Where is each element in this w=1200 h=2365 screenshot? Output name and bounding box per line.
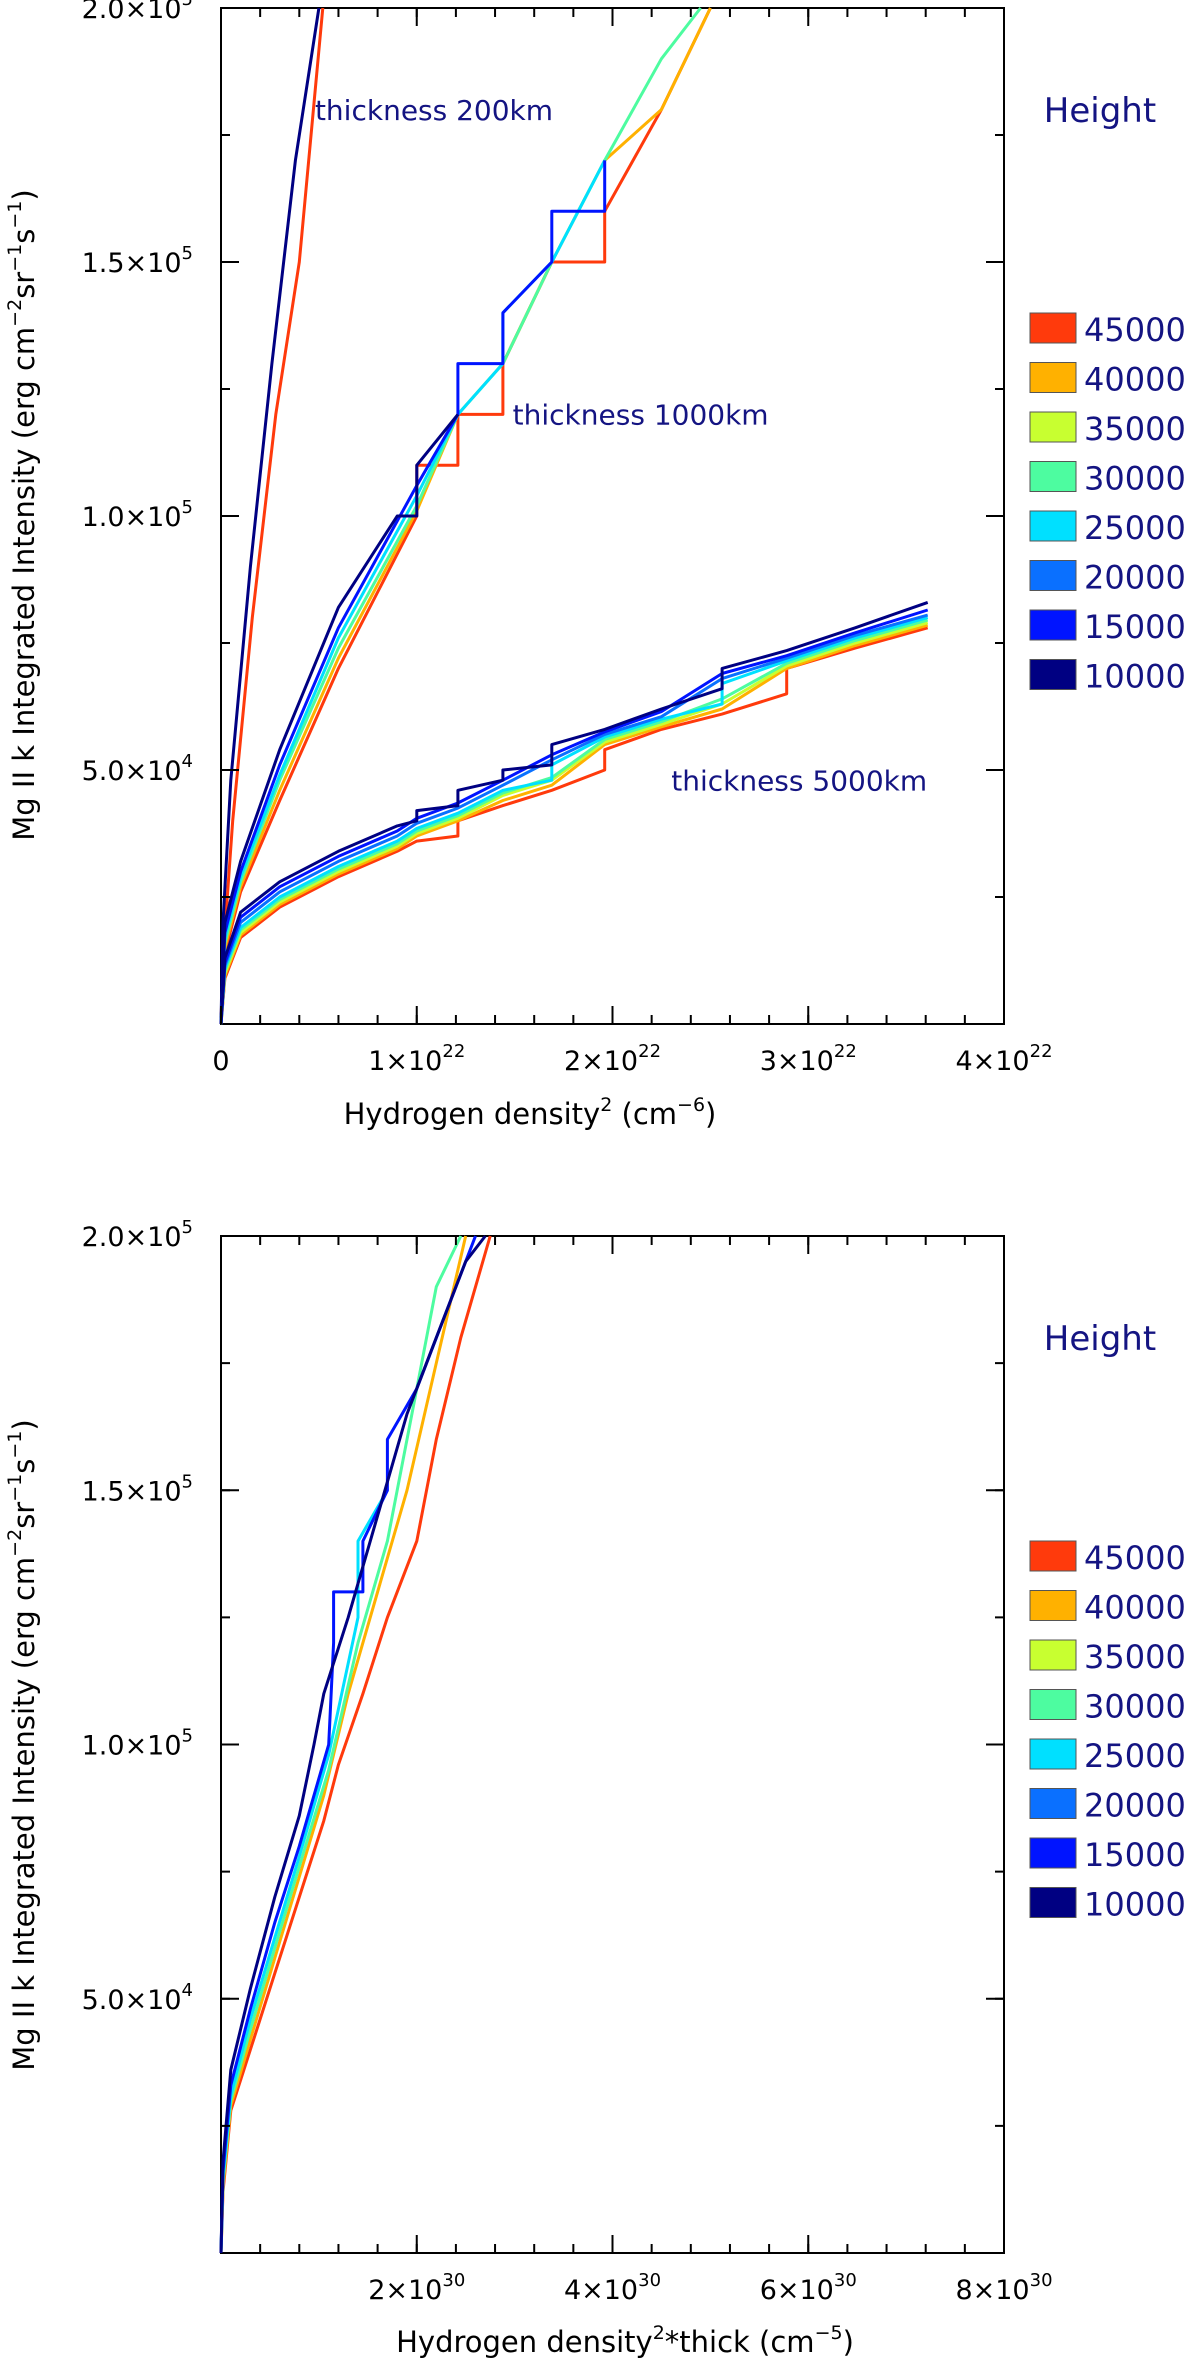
top-annotations: thickness 200km thickness 1000km thickness… — [315, 94, 927, 798]
top-legend-label-40000: 40000 — [1084, 361, 1186, 399]
top-y-tick-label: 5.0×104 — [82, 751, 193, 787]
bottom-legend-label-35000: 35000 — [1084, 1638, 1186, 1676]
top-y-tick-label: 1.0×105 — [82, 497, 193, 533]
top-annotation: thickness 1000km — [513, 399, 769, 432]
top-legend-label-30000: 30000 — [1084, 460, 1186, 498]
bottom-legend-label-25000: 25000 — [1084, 1737, 1186, 1775]
top-y-tick-label: 1.5×105 — [82, 243, 193, 279]
top-series-line-30000-g2 — [219, 618, 929, 1025]
bottom-legend-swatch-40000 — [1029, 1590, 1077, 1621]
top-legend-label-10000: 10000 — [1084, 658, 1186, 696]
top-legend-label-45000: 45000 — [1084, 311, 1186, 349]
bottom-x-tick-label: 8×1030 — [955, 2270, 1052, 2306]
bottom-series-lines — [219, 1235, 492, 2254]
top-legend-label-35000: 35000 — [1084, 410, 1186, 448]
top-legend-label-15000: 15000 — [1084, 608, 1186, 646]
bottom-legend-swatch-30000 — [1029, 1689, 1077, 1720]
bottom-series-line-25000-g0 — [219, 1489, 389, 2254]
top-legend-swatch-40000 — [1029, 362, 1077, 393]
top-series-line-25000-g2 — [219, 616, 929, 1025]
top-series-line-10000-g0 — [219, 7, 321, 1025]
top-legend-label-20000: 20000 — [1084, 559, 1186, 597]
top-series-line-10000-g1 — [219, 413, 460, 1025]
top-legend: Height 45000 40000 35000 30000 25000 20000 150… — [1029, 91, 1186, 696]
top-legend-swatch-30000 — [1029, 461, 1077, 492]
bottom-x-tick-label: 4×1030 — [564, 2270, 661, 2306]
bottom-legend-swatch-25000 — [1029, 1738, 1077, 1770]
top-series-line-40000-g2 — [219, 623, 929, 1025]
top-series-line-30000-g1 — [219, 7, 702, 1025]
top-series-line-10000-g2 — [219, 600, 929, 1025]
bottom-legend-swatch-35000 — [1029, 1639, 1077, 1671]
bottom-x-tick-label: 2×1030 — [368, 2270, 465, 2306]
top-x-tick-label: 4×1022 — [955, 1041, 1052, 1077]
top-axis-ticks: 0 1×1022 2×1022 3×1022 4×1022 5.0×104 1.0×105 1… — [82, 0, 1053, 1077]
top-series-lines — [219, 7, 929, 1025]
bottom-series-line-30000-g0 — [219, 1235, 463, 2254]
top-x-axis-label: Hydrogen density2 (cm−6) — [344, 1094, 717, 1131]
top-series-line-35000-g2 — [219, 621, 929, 1025]
top-annotation: thickness 200km — [315, 94, 553, 127]
top-legend-swatch-25000 — [1029, 510, 1077, 542]
bottom-series-line-10000-g0 — [219, 1235, 487, 2254]
top-x-tick-label: 3×1022 — [760, 1041, 857, 1077]
bottom-y-tick-label: 5.0×104 — [82, 1980, 193, 2016]
top-x-tick-label: 1×1022 — [368, 1041, 465, 1077]
top-legend-title: Height — [1044, 91, 1156, 131]
top-series-line-45000-g2 — [219, 626, 929, 1025]
top-x-tick-label: 2×1022 — [564, 1041, 661, 1077]
top-legend-label-25000: 25000 — [1084, 509, 1186, 547]
bottom-legend-label-15000: 15000 — [1084, 1836, 1186, 1874]
bottom-legend-title: Height — [1044, 1319, 1156, 1359]
bottom-legend-label-45000: 45000 — [1084, 1539, 1186, 1577]
bottom-series-line-15000-g0 — [219, 1235, 477, 2254]
top-y-tick-label: 2.0×105 — [82, 0, 193, 25]
bottom-legend-label-40000: 40000 — [1084, 1589, 1186, 1627]
top-annotation: thickness 5000km — [671, 764, 927, 797]
top-legend-swatch-45000 — [1029, 312, 1077, 344]
bottom-legend-label-20000: 20000 — [1084, 1787, 1186, 1825]
bottom-legend-swatch-10000 — [1029, 1887, 1077, 1918]
top-series-line-15000-g2 — [219, 608, 929, 1025]
top-series-line-20000-g2 — [219, 613, 929, 1025]
top-series-line-15000-g1 — [219, 160, 607, 1025]
top-y-axis-label: Mg II k Integrated Intensity (erg cm−2sr… — [4, 189, 41, 840]
bottom-x-axis-label: Hydrogen density2*thick (cm−5) — [396, 2322, 854, 2359]
bottom-legend-swatch-20000 — [1029, 1788, 1077, 1819]
bottom-y-tick-label: 1.0×105 — [82, 1726, 193, 1762]
bottom-axis-ticks: 2×1030 4×1030 6×1030 8×1030 5.0×104 1.0×105 1.… — [82, 1217, 1053, 2306]
top-legend-swatch-15000 — [1029, 609, 1077, 641]
bottom-legend-label-30000: 30000 — [1084, 1688, 1186, 1726]
bottom-legend-label-10000: 10000 — [1084, 1886, 1186, 1924]
bottom-chart-panel: 2×1030 4×1030 6×1030 8×1030 5.0×104 1.0×105 1.… — [4, 1217, 1186, 2359]
bottom-y-tick-label: 1.5×105 — [82, 1471, 193, 1507]
bottom-plot-frame — [220, 1235, 1005, 2254]
bottom-y-axis-label: Mg II k Integrated Intensity (erg cm−2sr… — [4, 1419, 41, 2070]
top-series-line-45000-g1 — [219, 7, 712, 1025]
top-legend-swatch-10000 — [1029, 659, 1077, 690]
bottom-y-tick-label: 2.0×105 — [82, 1217, 193, 1253]
bottom-x-tick-label: 6×1030 — [760, 2270, 857, 2306]
bottom-legend-swatch-15000 — [1029, 1837, 1077, 1869]
top-legend-swatch-35000 — [1029, 411, 1077, 443]
top-x-tick-label: 0 — [212, 1046, 229, 1077]
bottom-legend: Height 45000 40000 35000 30000 25000 20000 150… — [1029, 1319, 1186, 1924]
top-legend-swatch-20000 — [1029, 560, 1077, 591]
bottom-series-line-45000-g0 — [219, 1235, 492, 2254]
bottom-series-line-40000-g0 — [219, 1235, 468, 2254]
bottom-legend-swatch-45000 — [1029, 1540, 1077, 1572]
top-chart-panel: 0 1×1022 2×1022 3×1022 4×1022 5.0×104 1.0×105 1… — [4, 0, 1186, 1131]
